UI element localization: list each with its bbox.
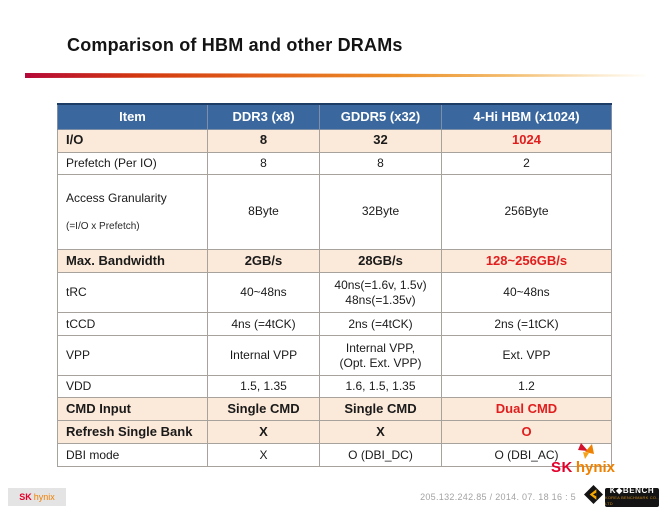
kbench-name: K◆BENCH bbox=[609, 486, 655, 496]
cell-ddr3: 8Byte bbox=[207, 173, 320, 250]
footer-timestamp: 205.132.242.85 / 2014. 07. 18 16 : 5 bbox=[420, 492, 576, 502]
cell-hbm: 128~256GB/s bbox=[441, 249, 612, 273]
row-label: Refresh Single Bank bbox=[57, 420, 208, 444]
kbench-subtitle: KOREA BENCHMARK CO., LTD bbox=[605, 495, 659, 506]
cell-ddr3: 40~48ns bbox=[207, 272, 320, 313]
table-row: Max. Bandwidth 2GB/s 28GB/s 128~256GB/s bbox=[57, 249, 612, 273]
cell-gddr5: 2ns (=4tCK) bbox=[319, 312, 442, 336]
row-label: tRC bbox=[57, 272, 208, 313]
table-row: DBI mode X O (DBI_DC) O (DBI_AC) bbox=[57, 443, 612, 467]
cell-gddr5: O (DBI_DC) bbox=[319, 443, 442, 467]
cell-ddr3: 1.5, 1.35 bbox=[207, 375, 320, 398]
cell-gddr5: X bbox=[319, 420, 442, 444]
table-row: Prefetch (Per IO) 8 8 2 bbox=[57, 151, 612, 175]
sk-hynix-butterfly-icon bbox=[576, 443, 596, 465]
row-label-main: Access Granularity bbox=[66, 190, 167, 205]
sk-hynix-wordmark: SK hynix bbox=[551, 459, 615, 476]
cell-hbm: 256Byte bbox=[441, 173, 612, 250]
cell-ddr3: X bbox=[207, 443, 320, 467]
cell-gddr5: 28GB/s bbox=[319, 249, 442, 273]
cell-gddr5: 32 bbox=[319, 128, 442, 153]
row-label: VPP bbox=[57, 335, 208, 376]
cell-ddr3: Internal VPP bbox=[207, 335, 320, 376]
row-label: Max. Bandwidth bbox=[57, 249, 208, 273]
hynix-text: hynix bbox=[575, 459, 616, 476]
kbench-diamond-icon bbox=[584, 485, 603, 509]
cell-hbm: O bbox=[441, 420, 612, 444]
title-gradient-rule bbox=[25, 73, 645, 78]
col-header-hbm: 4-Hi HBM (x1024) bbox=[441, 103, 612, 130]
slide-title: Comparison of HBM and other DRAMs bbox=[67, 35, 403, 55]
cell-hbm: 1024 bbox=[441, 128, 612, 153]
row-label-sub: (=I/O x Prefetch) bbox=[66, 220, 140, 232]
cell-hbm: Dual CMD bbox=[441, 397, 612, 421]
sk-text: SK bbox=[551, 459, 573, 476]
table-row: tRC 40~48ns 40ns(=1.6v, 1.5v) 48ns(=1.35… bbox=[57, 272, 612, 313]
cell-hbm: 1.2 bbox=[441, 375, 612, 398]
comparison-table: Item DDR3 (x8) GDDR5 (x32) 4-Hi HBM (x10… bbox=[57, 103, 612, 467]
cell-gddr5: Internal VPP, (Opt. Ext. VPP) bbox=[319, 335, 442, 376]
row-label: VDD bbox=[57, 375, 208, 398]
table-row: Access Granularity (=I/O x Prefetch) 8By… bbox=[57, 173, 612, 250]
cell-gddr5: 32Byte bbox=[319, 173, 442, 250]
table-row: Refresh Single Bank X X O bbox=[57, 420, 612, 444]
table-row: CMD Input Single CMD Single CMD Dual CMD bbox=[57, 397, 612, 421]
kbench-logo: K◆BENCH KOREA BENCHMARK CO., LTD bbox=[584, 485, 659, 509]
cell-ddr3: 2GB/s bbox=[207, 249, 320, 273]
cell-gddr5: 40ns(=1.6v, 1.5v) 48ns(=1.35v) bbox=[319, 272, 442, 313]
row-label: Prefetch (Per IO) bbox=[57, 151, 208, 175]
row-label: DBI mode bbox=[57, 443, 208, 467]
cell-ddr3: 4ns (=4tCK) bbox=[207, 312, 320, 336]
row-label: tCCD bbox=[57, 312, 208, 336]
col-header-item: Item bbox=[57, 103, 208, 130]
cell-ddr3: 8 bbox=[207, 151, 320, 175]
table-row: I/O 8 32 1024 bbox=[57, 128, 612, 153]
table-row: VDD 1.5, 1.35 1.6, 1.5, 1.35 1.2 bbox=[57, 375, 612, 398]
cell-ddr3: X bbox=[207, 420, 320, 444]
table-header-row: Item DDR3 (x8) GDDR5 (x32) 4-Hi HBM (x10… bbox=[57, 103, 612, 130]
footer-sk-text: SK bbox=[19, 492, 32, 502]
cell-hbm: Ext. VPP bbox=[441, 335, 612, 376]
table-row: VPP Internal VPP Internal VPP, (Opt. Ext… bbox=[57, 335, 612, 376]
footer-hynix-text: hynix bbox=[33, 492, 55, 502]
footer-sk-hynix-logo: SK hynix bbox=[8, 488, 66, 506]
cell-hbm: 2ns (=1tCK) bbox=[441, 312, 612, 336]
cell-ddr3: 8 bbox=[207, 128, 320, 153]
col-header-gddr5: GDDR5 (x32) bbox=[319, 103, 442, 130]
row-label: CMD Input bbox=[57, 397, 208, 421]
cell-hbm: 2 bbox=[441, 151, 612, 175]
sk-hynix-logo: SK hynix bbox=[551, 443, 621, 479]
table-row: tCCD 4ns (=4tCK) 2ns (=4tCK) 2ns (=1tCK) bbox=[57, 312, 612, 336]
cell-gddr5: 8 bbox=[319, 151, 442, 175]
cell-gddr5: 1.6, 1.5, 1.35 bbox=[319, 375, 442, 398]
cell-hbm: 40~48ns bbox=[441, 272, 612, 313]
kbench-wordmark-box: K◆BENCH KOREA BENCHMARK CO., LTD bbox=[605, 486, 659, 507]
row-label: I/O bbox=[57, 128, 208, 153]
col-header-ddr3: DDR3 (x8) bbox=[207, 103, 320, 130]
row-label: Access Granularity (=I/O x Prefetch) bbox=[57, 173, 208, 250]
cell-ddr3: Single CMD bbox=[207, 397, 320, 421]
cell-gddr5: Single CMD bbox=[319, 397, 442, 421]
